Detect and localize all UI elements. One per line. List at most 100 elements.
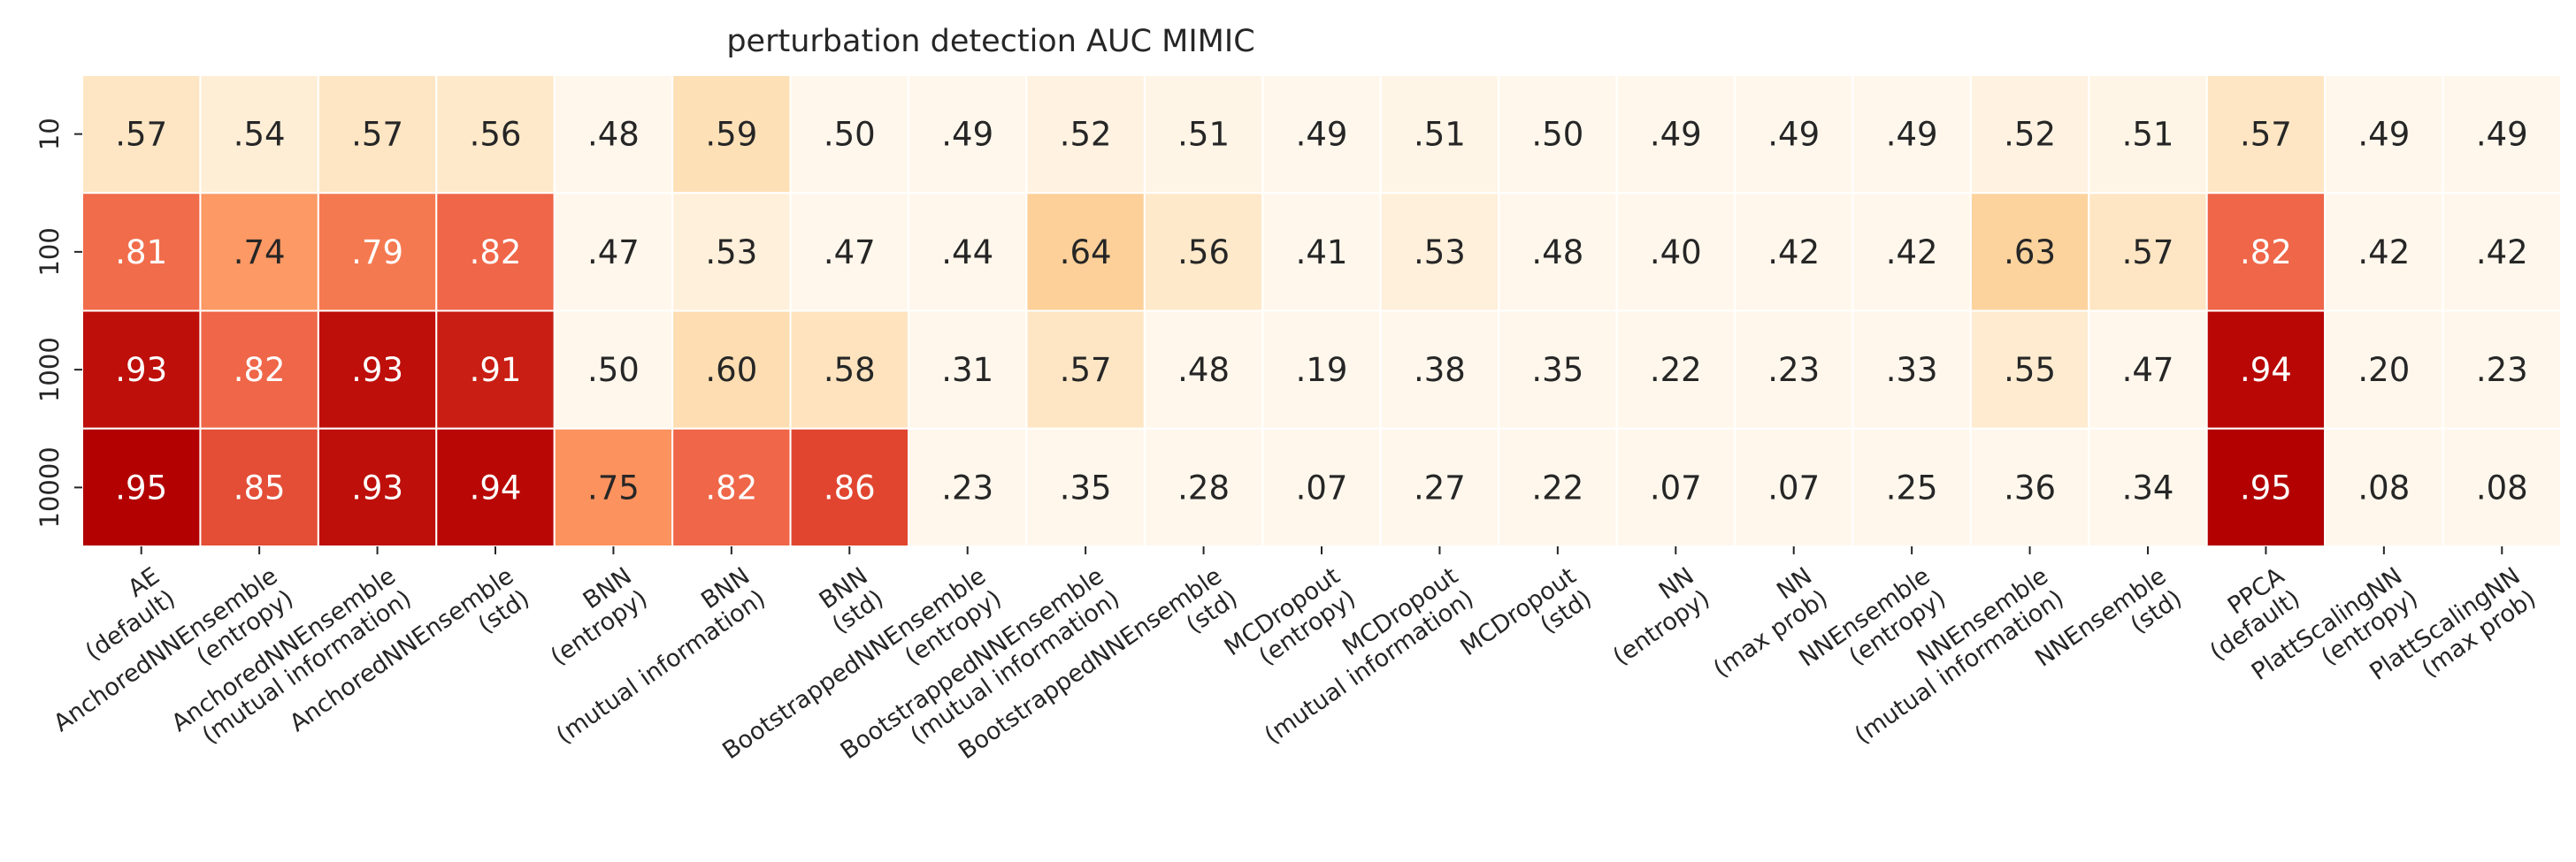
cell-value-label: .60 <box>705 351 757 389</box>
cell-value-label: .35 <box>1060 469 1112 507</box>
cell-value-label: .47 <box>2122 351 2174 389</box>
cell-value-label: .93 <box>351 351 403 389</box>
cell-value-label: .57 <box>2122 233 2174 271</box>
heatmap-cell <box>789 74 909 195</box>
cell-value-label: .58 <box>824 351 876 389</box>
heatmap-cell <box>1379 309 1500 430</box>
cell-value-label: .51 <box>1414 116 1466 154</box>
heatmap-cell <box>1025 427 1146 547</box>
cell-value-label: .82 <box>234 351 286 389</box>
heatmap-cell <box>908 192 1028 312</box>
heatmap-cell <box>1615 74 1736 195</box>
cell-value-label: .47 <box>587 233 640 271</box>
heatmap-cell-labels: .57 .54 .57 .56 .48 .59 .50 .49 .52 .51 .49 .51 .50.… <box>115 116 2527 507</box>
heatmap-cell <box>199 74 319 195</box>
heatmap-cell <box>1969 192 2090 312</box>
cell-value-label: .31 <box>941 351 993 389</box>
cell-value-label: .07 <box>1767 469 1820 507</box>
heatmap-cell <box>1025 309 1146 430</box>
cell-value-label: .33 <box>1886 351 1938 389</box>
cell-value-label: .56 <box>1177 233 1230 271</box>
heatmap-cell <box>1143 192 1264 312</box>
cell-value-label: .75 <box>587 469 640 507</box>
cell-value-label: .23 <box>1767 351 1820 389</box>
cell-value-label: .49 <box>2358 116 2410 154</box>
heatmap-cell <box>1969 74 2090 195</box>
y-tick-label: 10000 <box>34 446 65 528</box>
cell-value-label: .49 <box>1886 116 1938 154</box>
cell-value-label: .23 <box>941 469 993 507</box>
cell-value-label: .54 <box>234 116 286 154</box>
cell-value-label: .42 <box>1886 233 1938 271</box>
heatmap-cell <box>1025 74 1146 195</box>
cell-value-label: .47 <box>824 233 876 271</box>
cell-value-label: .23 <box>2476 351 2528 389</box>
heatmap-cell <box>553 309 674 430</box>
cell-value-label: .53 <box>1414 233 1466 271</box>
heatmap-cell <box>2442 74 2563 195</box>
heatmap-cell <box>671 309 792 430</box>
cell-value-label: .07 <box>1296 469 1348 507</box>
cell-value-label: .52 <box>1060 116 1112 154</box>
cell-value-label: .94 <box>470 469 522 507</box>
cell-value-label: .19 <box>1296 351 1348 389</box>
cell-value-label: .44 <box>941 233 993 271</box>
cell-value-label: .08 <box>2358 469 2410 507</box>
heatmap-cell <box>1025 192 1146 312</box>
cell-value-label: .95 <box>115 469 167 507</box>
heatmap-cell <box>1969 309 2090 430</box>
cell-value-label: .40 <box>1650 233 1702 271</box>
heatmap-cell <box>435 309 556 430</box>
y-tick-label: 1000 <box>34 337 65 402</box>
heatmap-cell <box>1852 309 1972 430</box>
cell-value-label: .63 <box>2004 233 2056 271</box>
heatmap-cell <box>1852 427 1972 547</box>
cell-value-label: .48 <box>1531 233 1583 271</box>
cell-value-label: .94 <box>2240 351 2292 389</box>
cell-value-label: .20 <box>2358 351 2410 389</box>
heatmap-cell <box>2324 192 2444 312</box>
cell-value-label: .42 <box>1767 233 1820 271</box>
cell-value-label: .82 <box>470 233 522 271</box>
cell-value-label: .51 <box>1177 116 1230 154</box>
cell-value-label: .38 <box>1414 351 1466 389</box>
cell-value-label: .55 <box>2004 351 2056 389</box>
cell-value-label: .57 <box>351 116 403 154</box>
cell-value-label: .41 <box>1296 233 1348 271</box>
heatmap-cell <box>2088 427 2208 547</box>
heatmap-cell <box>1498 74 1618 195</box>
cell-value-label: .53 <box>705 233 757 271</box>
heatmap-cell <box>435 192 556 312</box>
cell-value-label: .52 <box>2004 116 2056 154</box>
cell-value-label: .74 <box>234 233 286 271</box>
cell-value-label: .34 <box>2122 469 2174 507</box>
cell-value-label: .64 <box>1060 233 1112 271</box>
heatmap-cell <box>908 74 1028 195</box>
heatmap-cell <box>1498 427 1618 547</box>
heatmap-cell <box>1734 192 1854 312</box>
heatmap-cell <box>2442 309 2563 430</box>
cell-value-label: .57 <box>115 116 167 154</box>
cell-value-label: .22 <box>1531 469 1583 507</box>
cell-value-label: .91 <box>470 351 522 389</box>
cell-value-label: .07 <box>1650 469 1702 507</box>
cell-value-label: .25 <box>1886 469 1938 507</box>
heatmap-cell <box>2088 74 2208 195</box>
heatmap-cell <box>317 309 438 430</box>
cell-value-label: .82 <box>705 469 757 507</box>
heatmap-cell <box>1143 74 1264 195</box>
heatmap-cell <box>317 74 438 195</box>
heatmap-cell <box>1615 192 1736 312</box>
cell-value-label: .81 <box>115 233 167 271</box>
y-tick-label: 10 <box>34 118 65 150</box>
heatmap-cell <box>317 192 438 312</box>
cell-value-label: .50 <box>587 351 640 389</box>
cell-value-label: .42 <box>2476 233 2528 271</box>
cell-value-label: .50 <box>824 116 876 154</box>
heatmap-cell <box>553 192 674 312</box>
heatmap-cell <box>1498 309 1618 430</box>
heatmap-cell <box>908 309 1028 430</box>
heatmap-cell <box>1852 74 1972 195</box>
cell-value-label: .28 <box>1177 469 1230 507</box>
heatmap-cell <box>2442 192 2563 312</box>
